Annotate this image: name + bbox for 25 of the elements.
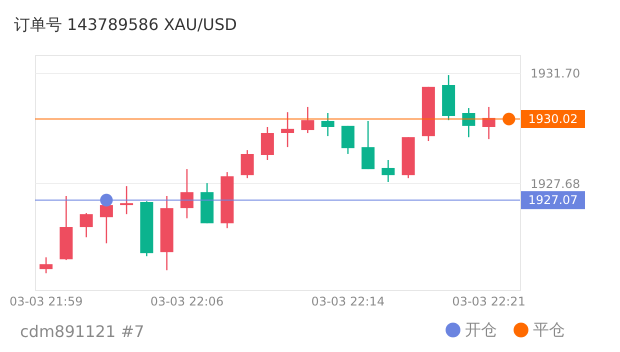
candlestick xyxy=(180,168,194,219)
y-tick-label: 1927.68 xyxy=(530,176,580,191)
x-tick-label: 03-03 21:59 xyxy=(9,294,83,308)
candlestick xyxy=(301,106,314,134)
y-tick-label: 1931.70 xyxy=(530,66,580,80)
text: cdm891121 #7 xyxy=(20,322,144,341)
ref-line-label: 1930.02 xyxy=(528,112,578,126)
candlestick xyxy=(240,149,254,179)
legend-label: 开仓 xyxy=(465,320,497,339)
x-tick-label: 03-03 22:21 xyxy=(452,294,526,308)
candlestick xyxy=(281,112,294,148)
chart-title: 订单号 143789586 XAU/USD xyxy=(14,15,237,34)
candlestick xyxy=(341,125,354,155)
candlestick xyxy=(80,212,93,238)
ref-line-label: 1927.07 xyxy=(528,193,578,208)
candlestick xyxy=(321,112,334,137)
candlestick xyxy=(462,107,476,138)
candlestick xyxy=(362,120,375,170)
x-tick-label: 03-03 22:14 xyxy=(311,294,385,308)
x-tick-label: 03-03 22:06 xyxy=(150,294,224,308)
candlestick xyxy=(120,185,134,215)
candlestick xyxy=(260,126,274,161)
candlestick xyxy=(40,256,53,274)
legend-label: 平仓 xyxy=(533,320,565,339)
candlestick xyxy=(382,159,395,183)
